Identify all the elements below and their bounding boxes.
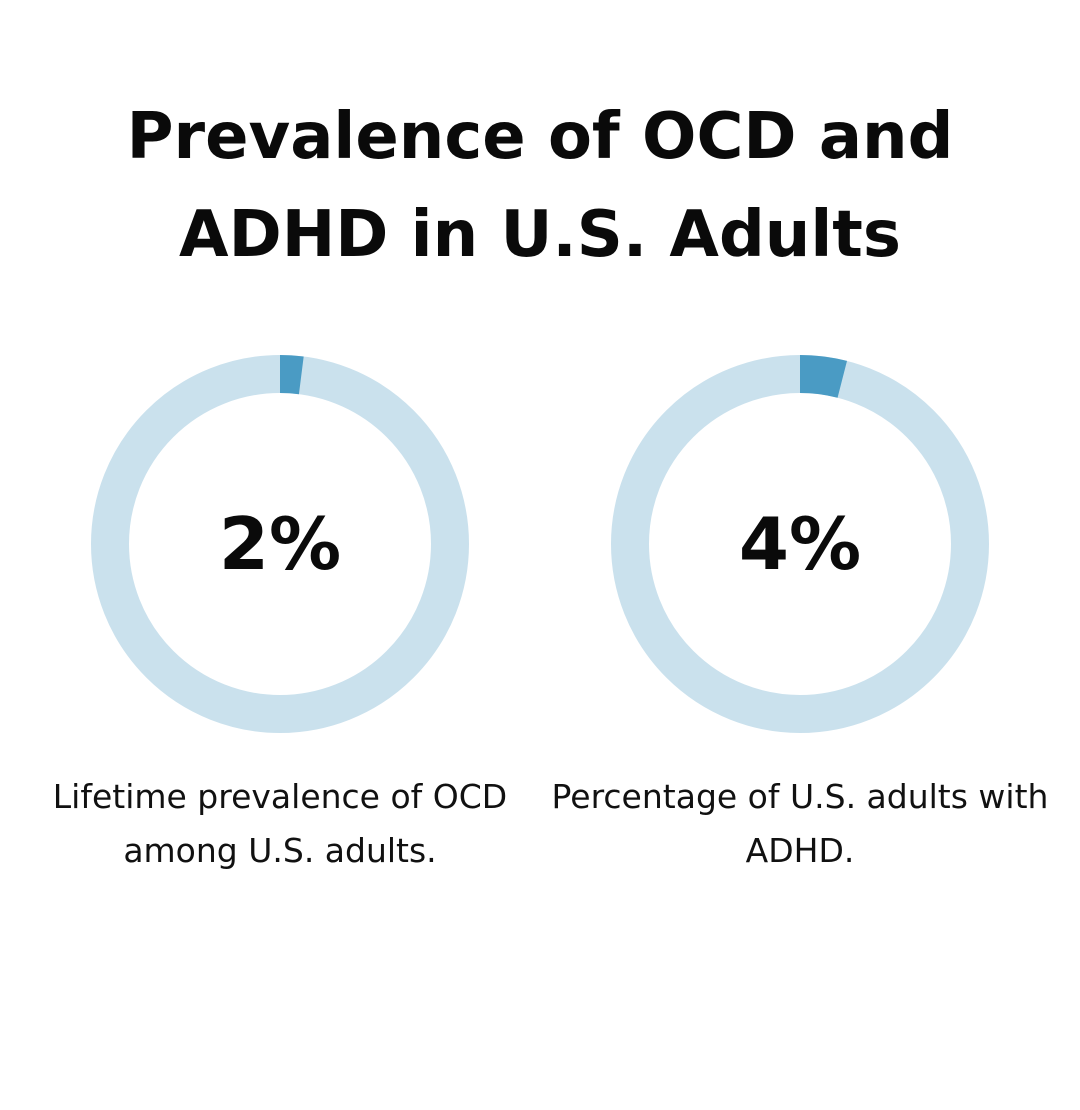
adhd-donut-fill bbox=[799, 355, 848, 398]
ocd-value-label: 2% bbox=[218, 502, 342, 586]
ocd-caption: Lifetime prevalence of OCD among U.S. ad… bbox=[52, 777, 508, 870]
adhd-donut-chart bbox=[611, 355, 989, 733]
title-line-2: ADHD in U.S. Adults bbox=[179, 198, 901, 272]
adhd-stat-panel: 4% Percentage of U.S. adults with ADHD. bbox=[540, 350, 1060, 910]
ocd-donut-chart bbox=[91, 355, 469, 733]
title-line-1: Prevalence of OCD and bbox=[126, 100, 954, 174]
ocd-donut-fill bbox=[279, 355, 304, 395]
ocd-stat-panel: 2% Lifetime prevalence of OCD among U.S.… bbox=[20, 350, 540, 910]
page-title: Prevalence of OCD and ADHD in U.S. Adult… bbox=[0, 88, 1080, 284]
adhd-value-label: 4% bbox=[738, 502, 862, 586]
adhd-caption: Percentage of U.S. adults with ADHD. bbox=[551, 777, 1049, 870]
